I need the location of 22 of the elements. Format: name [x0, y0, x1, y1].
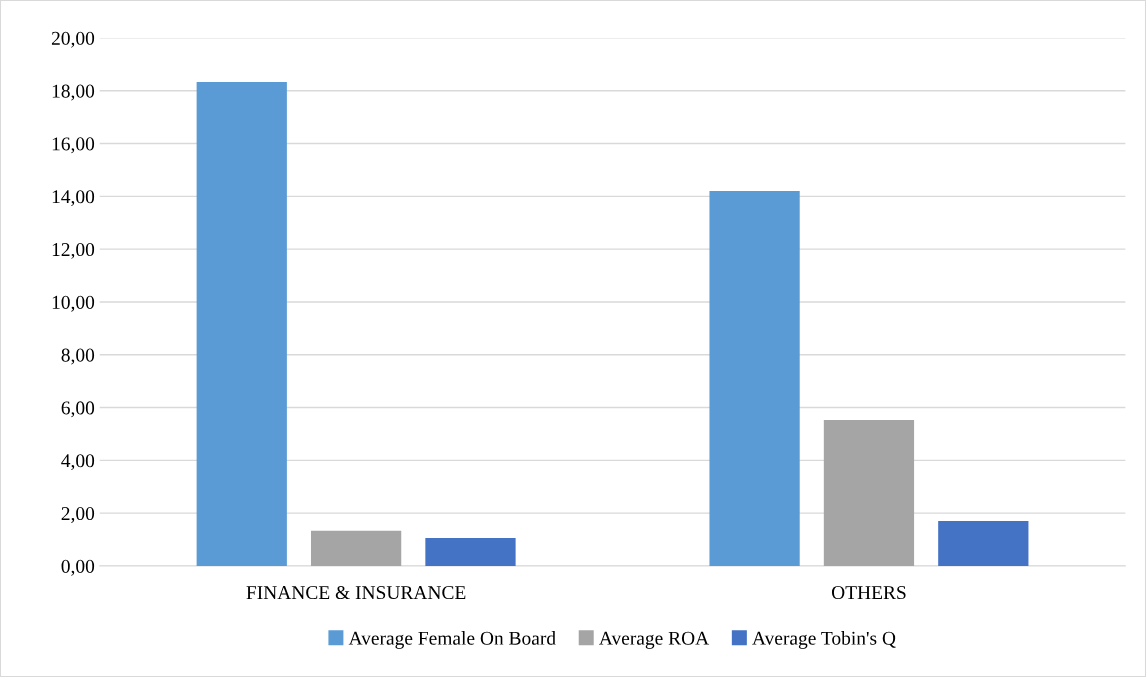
- y-tick-label: 16,00: [52, 137, 95, 154]
- x-tick-label: FINANCE & INSURANCE: [246, 585, 466, 600]
- bar: [196, 82, 287, 566]
- y-tick-label: 14,00: [52, 190, 95, 207]
- y-tick-label: 4,00: [61, 454, 95, 471]
- y-tick-label: 18,00: [52, 84, 95, 101]
- bar: [709, 191, 800, 566]
- bar: [310, 530, 402, 566]
- y-tick-label: 2,00: [61, 506, 95, 523]
- legend-label: Average Female On Board: [348, 631, 556, 649]
- y-tick-label: 10,00: [52, 295, 95, 312]
- legend-label: Average ROA: [599, 631, 710, 649]
- bar: [823, 419, 915, 566]
- bar: [425, 537, 516, 566]
- y-tick-label: 20,00: [51, 31, 95, 48]
- y-tick-label: 6,00: [61, 401, 95, 418]
- legend-label: Average Tobin's Q: [752, 631, 896, 649]
- bar: [938, 521, 1029, 566]
- y-tick-label: 12,00: [52, 242, 95, 259]
- x-tick-label: OTHERS: [831, 586, 906, 600]
- y-tick-label: 8,00: [61, 348, 95, 365]
- y-tick-label: 0,00: [61, 559, 95, 576]
